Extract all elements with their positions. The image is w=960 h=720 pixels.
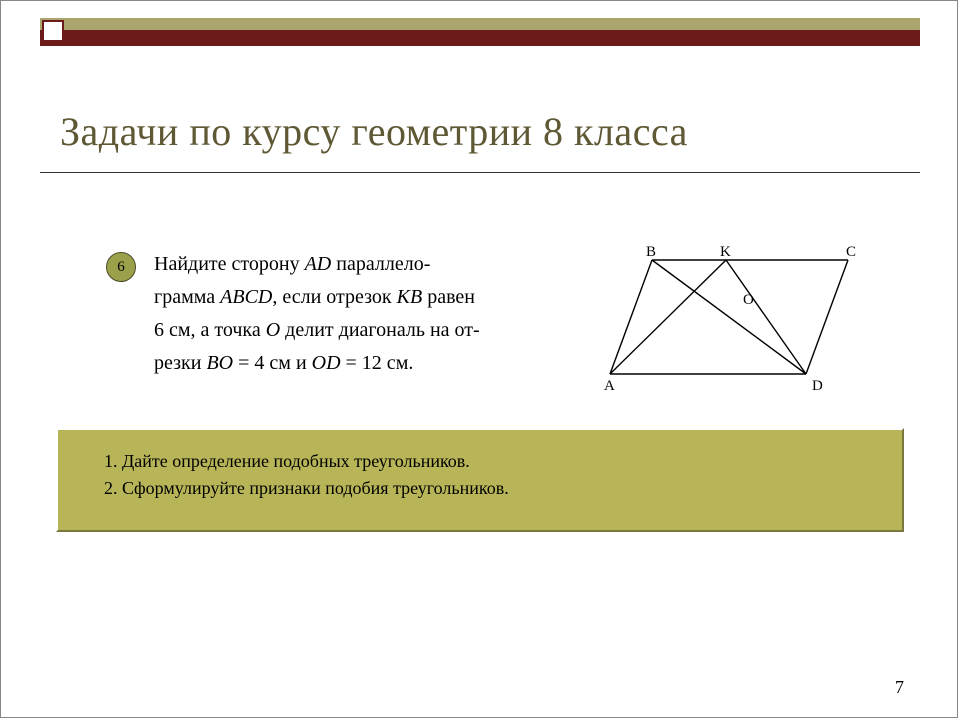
problem-number: 6	[117, 259, 125, 276]
diagram-edge	[726, 260, 806, 374]
t: , если отрезок	[272, 286, 396, 308]
t: 6 см, а точка	[154, 319, 266, 341]
header-bar-maroon	[40, 30, 920, 46]
diagram-vertex-label: C	[846, 246, 856, 260]
diagram-vertex-label: K	[720, 246, 731, 260]
problem-statement: Найдите сторону AD параллело- грамма ABC…	[154, 248, 586, 380]
diagram-edge	[806, 260, 848, 374]
t: = 12 см.	[341, 352, 414, 374]
t: грамма	[154, 286, 220, 308]
t: Найдите сторону	[154, 253, 305, 275]
sym-bo: BO	[206, 352, 233, 374]
questions-list: Дайте определение подобных треугольников…	[102, 448, 874, 502]
sym-ad: AD	[305, 253, 332, 275]
problem-number-badge: 6	[106, 252, 136, 282]
question-item: Сформулируйте признаки подобия треугольн…	[122, 475, 874, 502]
question-item: Дайте определение подобных треугольников…	[122, 448, 874, 475]
sym-abcd: ABCD	[220, 286, 272, 308]
sym-o: О	[266, 319, 280, 341]
page-title: Задачи по курсу геометрии 8 класса	[60, 108, 900, 155]
diagram-edge	[652, 260, 806, 374]
sym-od: OD	[312, 352, 341, 374]
t: резки	[154, 352, 206, 374]
diagram-vertex-label: B	[646, 246, 656, 260]
t: делит диагональ на от-	[280, 319, 480, 341]
t: параллело-	[331, 253, 430, 275]
diagram-vertex-label: D	[812, 378, 823, 394]
parallelogram-diagram: A B C D K O	[602, 246, 864, 394]
questions-panel: Дайте определение подобных треугольников…	[56, 428, 904, 532]
diagram-svg: A B C D K O	[602, 246, 864, 394]
t: = 4 см и	[233, 352, 312, 374]
diagram-vertex-label: O	[743, 292, 754, 308]
page-number: 7	[895, 677, 904, 698]
title-underline	[40, 172, 920, 173]
header-square-icon	[42, 20, 64, 42]
header-bars	[40, 18, 920, 48]
diagram-edge	[610, 260, 726, 374]
sym-kb: KB	[397, 286, 423, 308]
t: равен	[422, 286, 475, 308]
diagram-edge	[610, 260, 652, 374]
diagram-vertex-label: A	[604, 378, 615, 394]
